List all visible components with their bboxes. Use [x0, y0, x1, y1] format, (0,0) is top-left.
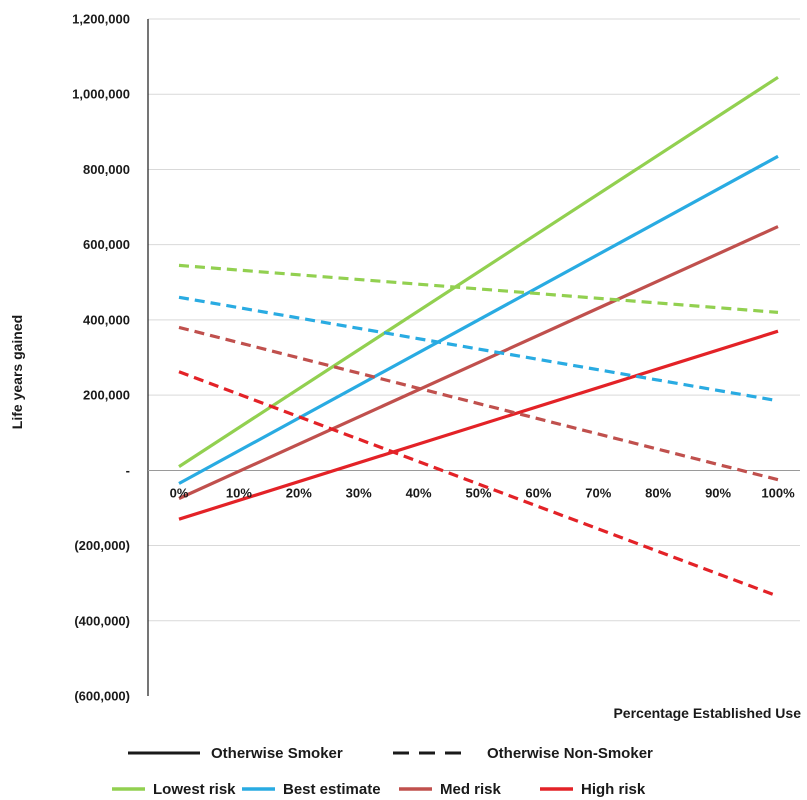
y-tick-label: (200,000) — [74, 538, 130, 553]
legend-label: Otherwise Smoker — [211, 745, 343, 762]
legend-label: Otherwise Non-Smoker — [487, 745, 653, 762]
y-tick-label: 600,000 — [83, 237, 130, 252]
x-tick-label: 50% — [465, 485, 491, 500]
x-tick-label: 70% — [585, 485, 611, 500]
y-tick-label: 800,000 — [83, 162, 130, 177]
legend-label: Best estimate — [283, 781, 381, 798]
legend-risk-colors: Lowest risk Best estimate Med risk High ris… — [112, 781, 646, 798]
axes — [147, 19, 800, 696]
gridlines — [148, 18, 800, 622]
x-tick-label: 40% — [406, 485, 432, 500]
series-line-high-risk-solid — [178, 329, 779, 521]
series-line-best-estimate-dashed — [178, 295, 779, 403]
series-layer — [178, 75, 779, 598]
series-line-med-risk-solid — [178, 225, 779, 500]
y-tick-label: (600,000) — [74, 689, 130, 704]
x-tick-labels: 0% 10% 20% 30% 40% 50% 60% 70% 80% 90% 100% — [170, 485, 795, 500]
x-tick-label: 20% — [286, 485, 312, 500]
y-tick-label: - — [126, 463, 130, 478]
legend-label: Med risk — [440, 781, 502, 798]
x-tick-label: 80% — [645, 485, 671, 500]
series-line-lowest-risk-dashed — [178, 263, 779, 314]
series-line-lowest-risk-solid — [178, 75, 779, 468]
x-tick-label: 10% — [226, 485, 252, 500]
y-axis-title: Life years gained — [9, 315, 25, 429]
y-tick-label: 1,000,000 — [72, 87, 130, 102]
y-tick-label: 400,000 — [83, 312, 130, 327]
y-tick-labels: 1,200,000 1,000,000 800,000 600,000 400,000 2… — [72, 12, 130, 704]
series-line-med-risk-dashed — [178, 325, 779, 482]
x-tick-label: 100% — [761, 485, 795, 500]
legend-line-style: Otherwise Smoker Otherwise Non-Smoker — [128, 745, 653, 762]
series-line-best-estimate-solid — [178, 154, 779, 485]
x-tick-label: 60% — [525, 485, 551, 500]
series-line-high-risk-dashed — [178, 370, 779, 598]
legend-label: High risk — [581, 781, 646, 798]
x-tick-label: 0% — [170, 485, 189, 500]
y-tick-label: 1,200,000 — [72, 12, 130, 27]
y-tick-label: 200,000 — [83, 388, 130, 403]
y-tick-label: (400,000) — [74, 613, 130, 628]
x-tick-label: 90% — [705, 485, 731, 500]
legend-label: Lowest risk — [153, 781, 236, 798]
x-axis-title: Percentage Established Use — [613, 705, 801, 721]
x-tick-label: 30% — [346, 485, 372, 500]
